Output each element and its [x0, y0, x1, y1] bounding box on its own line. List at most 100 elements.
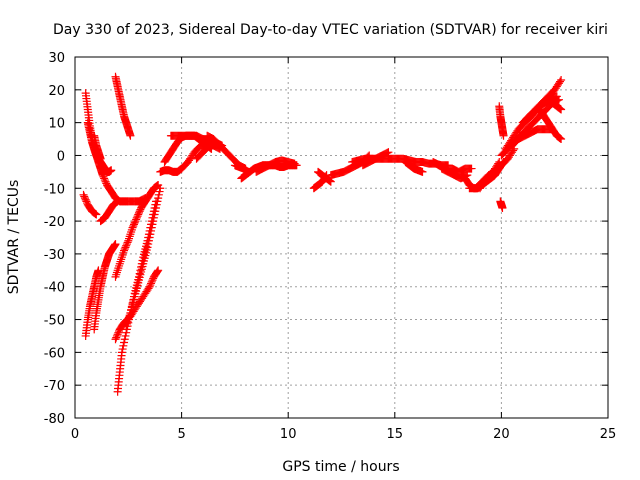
y-tick-label: -20 [44, 215, 65, 230]
data-point [130, 218, 139, 227]
data-point [118, 345, 127, 354]
data-point [552, 92, 561, 101]
data-point [129, 222, 138, 231]
data-series [535, 105, 566, 144]
data-point [100, 174, 109, 183]
data-point [113, 266, 122, 275]
data-point [123, 238, 132, 247]
data-point [147, 217, 156, 226]
data-series [83, 118, 150, 206]
data-series [496, 197, 507, 212]
data-point [81, 195, 90, 204]
data-point [146, 223, 155, 232]
data-point [114, 328, 123, 337]
data-point [144, 233, 153, 242]
data-point [154, 266, 163, 275]
data-point [80, 192, 89, 201]
axis-ticks: 0 5 10 15 20 25 -80 -70 -60 -50 -40 -30 -20 -10 0 10 20 3… [44, 51, 617, 442]
data-point [118, 251, 127, 260]
data-point [80, 194, 89, 203]
data-point [122, 241, 131, 250]
data-series [96, 197, 122, 226]
data-point [125, 234, 134, 243]
data-series [111, 180, 163, 281]
data-point [133, 212, 142, 221]
data-point [111, 335, 120, 344]
data-series [495, 102, 508, 140]
data-point [112, 331, 121, 340]
y-tick-label: 10 [48, 117, 65, 132]
data-point [113, 197, 122, 206]
data-point [131, 217, 140, 226]
data-point [418, 167, 427, 176]
data-point [135, 269, 144, 278]
data-point [494, 159, 503, 168]
data-point [120, 246, 129, 255]
data-point [134, 272, 143, 281]
data-point [495, 158, 504, 167]
data-point [290, 159, 299, 168]
data-point [467, 164, 476, 173]
data-point [154, 190, 163, 199]
data-point [111, 240, 120, 249]
data-marks [79, 72, 566, 396]
data-point [112, 268, 121, 277]
data-point [79, 190, 88, 199]
data-point [122, 240, 131, 249]
data-series [314, 167, 335, 186]
data-point [121, 243, 130, 252]
data-point [126, 230, 135, 239]
data-point [137, 259, 146, 268]
data-point [120, 244, 129, 253]
data-point [135, 207, 144, 216]
x-tick-label: 10 [280, 427, 297, 442]
data-point [96, 154, 105, 163]
data-point [498, 203, 507, 212]
data-point [148, 213, 157, 222]
data-point [557, 75, 566, 84]
data-point [128, 299, 137, 308]
data-point [127, 302, 136, 311]
data-point [148, 276, 157, 285]
y-tick-label: -40 [44, 281, 65, 296]
data-point [132, 213, 141, 222]
data-point [384, 148, 393, 157]
y-tick-label: -70 [44, 379, 65, 394]
data-point [132, 215, 141, 224]
data-point [82, 197, 91, 206]
data-point [147, 279, 156, 288]
plot-frame [74, 56, 609, 419]
data-point [115, 259, 124, 268]
data-series [90, 240, 120, 334]
data-series [544, 95, 566, 114]
data-point [149, 207, 158, 216]
data-point [153, 267, 162, 276]
data-point [120, 338, 129, 347]
data-point [112, 333, 121, 342]
data-point [115, 261, 124, 270]
y-tick-label: -30 [44, 248, 65, 263]
data-point [107, 166, 116, 175]
data-series [111, 72, 135, 140]
x-tick-label: 20 [493, 427, 510, 442]
grid-lines [75, 57, 608, 418]
data-point [129, 292, 138, 301]
data-point [134, 208, 143, 217]
data-point [117, 253, 126, 262]
data-series [122, 197, 161, 331]
data-point [100, 176, 109, 185]
data-point [151, 200, 160, 209]
data-point [119, 341, 128, 350]
data-point [137, 263, 146, 272]
x-tick-label: 0 [71, 427, 79, 442]
data-point [117, 255, 126, 264]
y-tick-label: 30 [48, 51, 65, 66]
y-tick-label: -80 [44, 412, 65, 427]
data-point [92, 210, 101, 219]
data-point [138, 256, 147, 265]
data-point [152, 197, 161, 206]
chart-title: Day 330 of 2023, Sidereal Day-to-day VTE… [53, 22, 608, 38]
data-point [147, 220, 156, 229]
data-point [155, 187, 164, 196]
data-series [252, 156, 299, 176]
